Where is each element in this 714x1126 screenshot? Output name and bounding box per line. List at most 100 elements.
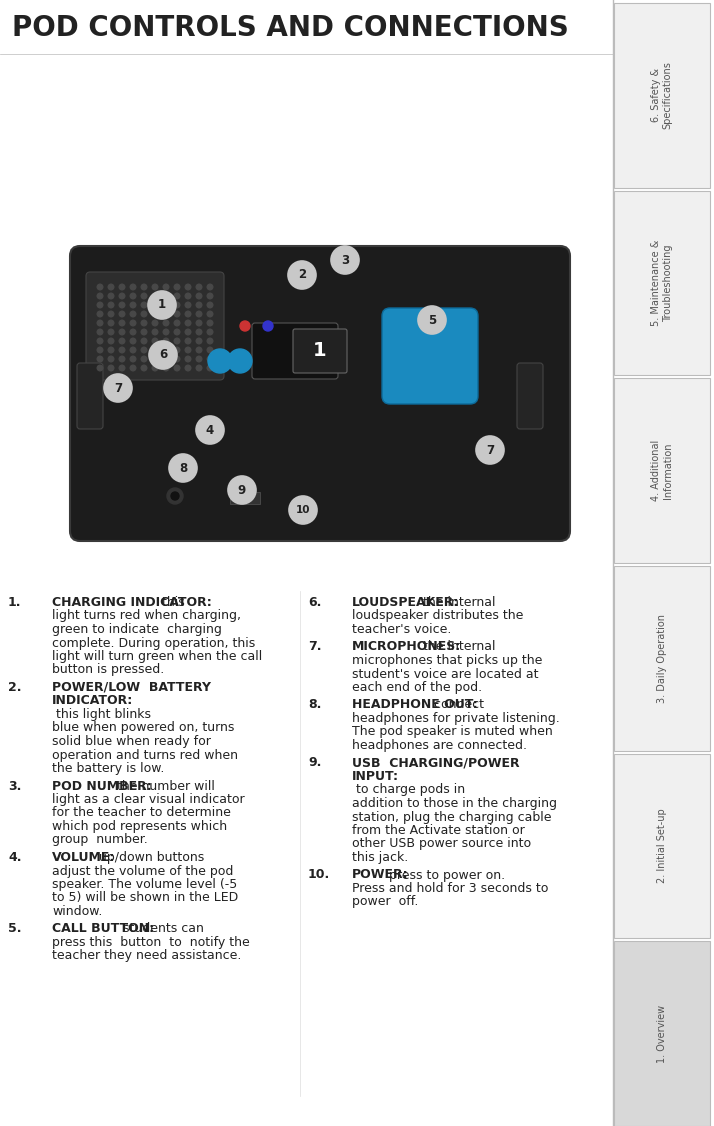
Text: operation and turns red when: operation and turns red when: [52, 749, 238, 761]
Bar: [614, 378, 710, 563]
Circle shape: [141, 347, 147, 352]
Circle shape: [141, 284, 147, 289]
Text: each end of the pod.: each end of the pod.: [352, 681, 482, 694]
Circle shape: [109, 320, 114, 325]
Text: MICROPHONES:: MICROPHONES:: [352, 641, 461, 653]
Text: teacher they need assistance.: teacher they need assistance.: [52, 949, 241, 963]
Circle shape: [119, 284, 125, 289]
Circle shape: [207, 302, 213, 307]
Circle shape: [130, 311, 136, 316]
Circle shape: [185, 284, 191, 289]
Circle shape: [174, 365, 180, 370]
Text: 1: 1: [158, 298, 166, 312]
Text: POWER/LOW  BATTERY: POWER/LOW BATTERY: [52, 681, 211, 694]
Circle shape: [152, 347, 158, 352]
Circle shape: [167, 488, 183, 504]
Circle shape: [174, 311, 180, 316]
Circle shape: [152, 356, 158, 361]
Circle shape: [164, 347, 169, 352]
Circle shape: [164, 284, 169, 289]
Circle shape: [288, 261, 316, 289]
Circle shape: [169, 454, 197, 482]
Circle shape: [418, 306, 446, 334]
Circle shape: [97, 356, 103, 361]
Text: the number will: the number will: [114, 779, 215, 793]
Text: 5.: 5.: [8, 922, 21, 936]
Circle shape: [196, 338, 202, 343]
Text: loudspeaker distributes the: loudspeaker distributes the: [352, 609, 523, 623]
Circle shape: [119, 329, 125, 334]
Text: 5: 5: [428, 313, 436, 327]
Circle shape: [207, 347, 213, 352]
Circle shape: [130, 293, 136, 298]
Circle shape: [152, 311, 158, 316]
Text: adjust the volume of the pod: adjust the volume of the pod: [52, 865, 233, 877]
Circle shape: [119, 347, 125, 352]
Circle shape: [130, 302, 136, 307]
Text: green to indicate  charging: green to indicate charging: [52, 623, 222, 636]
Text: 7: 7: [486, 444, 494, 456]
Circle shape: [152, 365, 158, 370]
Circle shape: [97, 329, 103, 334]
Text: CHARGING INDICATOR:: CHARGING INDICATOR:: [52, 596, 212, 609]
Text: Press and hold for 3 seconds to: Press and hold for 3 seconds to: [352, 882, 548, 895]
Circle shape: [164, 293, 169, 298]
Circle shape: [228, 349, 252, 373]
Circle shape: [97, 347, 103, 352]
Text: press to power on.: press to power on.: [386, 868, 506, 882]
Circle shape: [174, 329, 180, 334]
FancyBboxPatch shape: [382, 309, 478, 404]
Text: from the Activate station or: from the Activate station or: [352, 824, 525, 837]
Circle shape: [141, 320, 147, 325]
Text: 6.: 6.: [308, 596, 321, 609]
Circle shape: [196, 329, 202, 334]
Circle shape: [97, 293, 103, 298]
Circle shape: [119, 365, 125, 370]
Text: 2.: 2.: [8, 681, 21, 694]
Circle shape: [119, 320, 125, 325]
Text: The pod speaker is muted when: The pod speaker is muted when: [352, 725, 553, 739]
Circle shape: [207, 365, 213, 370]
Circle shape: [109, 311, 114, 316]
Circle shape: [141, 302, 147, 307]
Text: 6: 6: [159, 349, 167, 361]
Bar: [614, 3, 710, 188]
Circle shape: [109, 329, 114, 334]
Text: solid blue when ready for: solid blue when ready for: [52, 735, 211, 748]
Circle shape: [196, 302, 202, 307]
Circle shape: [263, 321, 273, 331]
Circle shape: [164, 320, 169, 325]
Text: CALL BUTTON:: CALL BUTTON:: [52, 922, 154, 936]
Text: USB  CHARGING/POWER: USB CHARGING/POWER: [352, 757, 520, 769]
Bar: [614, 941, 710, 1126]
Circle shape: [130, 284, 136, 289]
Text: light will turn green when the call: light will turn green when the call: [52, 650, 262, 663]
Text: button is pressed.: button is pressed.: [52, 663, 164, 677]
Text: this light blinks: this light blinks: [52, 708, 151, 721]
Circle shape: [164, 356, 169, 361]
Text: connect: connect: [430, 698, 484, 712]
Text: 5. Maintenance &
Troubleshooting: 5. Maintenance & Troubleshooting: [651, 240, 673, 327]
Circle shape: [207, 293, 213, 298]
Text: headphones for private listening.: headphones for private listening.: [352, 712, 560, 725]
Circle shape: [208, 349, 232, 373]
Text: this jack.: this jack.: [352, 851, 408, 864]
Circle shape: [149, 341, 177, 369]
Circle shape: [174, 347, 180, 352]
Text: POWER:: POWER:: [352, 868, 408, 882]
Circle shape: [196, 415, 224, 444]
Circle shape: [141, 338, 147, 343]
Circle shape: [130, 347, 136, 352]
Circle shape: [185, 347, 191, 352]
FancyBboxPatch shape: [86, 272, 224, 379]
Text: 3.: 3.: [8, 779, 21, 793]
Text: 7.: 7.: [308, 641, 321, 653]
Text: INDICATOR:: INDICATOR:: [52, 695, 134, 707]
Bar: [230, 492, 260, 504]
Text: press this  button  to  notify the: press this button to notify the: [52, 936, 250, 949]
Bar: [614, 753, 710, 938]
Circle shape: [185, 320, 191, 325]
Text: other USB power source into: other USB power source into: [352, 838, 531, 850]
Text: the internal: the internal: [419, 596, 496, 609]
Circle shape: [141, 365, 147, 370]
